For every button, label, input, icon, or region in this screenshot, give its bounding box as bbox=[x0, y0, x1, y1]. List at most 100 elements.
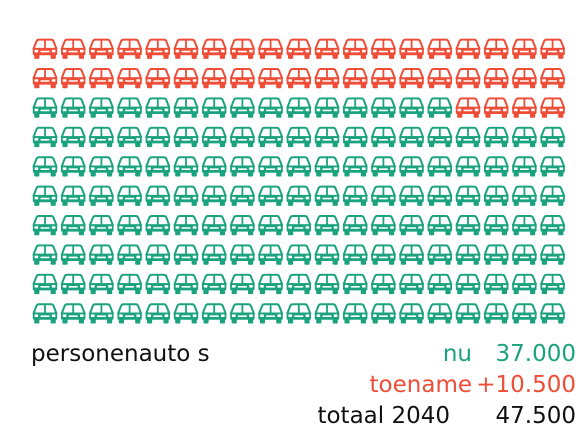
car-icon-current bbox=[483, 303, 510, 324]
car-icon-current bbox=[201, 156, 228, 177]
car-icon-current bbox=[116, 215, 143, 236]
car-icon-current bbox=[455, 215, 481, 236]
car-icon-current bbox=[426, 185, 453, 207]
car-icon-increase bbox=[370, 68, 397, 89]
car-icon-current bbox=[398, 215, 425, 236]
car-icon-current bbox=[539, 273, 566, 295]
car-icon-current bbox=[257, 185, 284, 207]
car-icon-current bbox=[32, 215, 58, 236]
car-icon-current bbox=[116, 273, 143, 295]
car-icon-current bbox=[539, 156, 566, 177]
car-icon-current bbox=[342, 97, 369, 119]
car-icon-current bbox=[455, 303, 481, 324]
car-icon-increase bbox=[173, 38, 199, 60]
car-icon-current bbox=[144, 215, 171, 236]
car-icon-current bbox=[455, 156, 481, 177]
car-icon-increase bbox=[229, 68, 256, 89]
car-icon-current bbox=[229, 244, 256, 266]
car-icon-current bbox=[342, 156, 369, 177]
car-icon-current bbox=[511, 273, 538, 295]
total-label: totaal 2040 bbox=[317, 403, 450, 429]
car-icon-current bbox=[483, 215, 510, 236]
car-icon-current bbox=[257, 273, 284, 295]
car-icon-increase bbox=[398, 68, 425, 89]
car-icon-current bbox=[201, 126, 228, 148]
car-icon-current bbox=[60, 273, 87, 295]
car-icon-current bbox=[60, 303, 87, 324]
car-icon-current bbox=[370, 215, 397, 236]
car-icon-current bbox=[539, 215, 566, 236]
car-icon-current bbox=[116, 244, 143, 266]
car-icon-increase bbox=[144, 38, 171, 60]
car-icon-current bbox=[285, 303, 312, 324]
car-icon-current bbox=[60, 97, 87, 119]
car-icon-increase bbox=[511, 68, 538, 89]
car-icon-increase bbox=[426, 38, 453, 60]
car-icon-current bbox=[455, 126, 481, 148]
car-icon-current bbox=[32, 303, 58, 324]
car-icon-current bbox=[201, 215, 228, 236]
car-icon-current bbox=[314, 273, 340, 295]
car-icon-current bbox=[370, 185, 397, 207]
car-pictogram bbox=[32, 38, 566, 324]
category-label: personenauto s bbox=[31, 341, 210, 367]
car-icon-current bbox=[88, 303, 115, 324]
car-icon-current bbox=[342, 126, 369, 148]
car-icon-increase bbox=[229, 38, 256, 60]
car-icon-current bbox=[285, 156, 312, 177]
car-icon-current bbox=[144, 303, 171, 324]
car-icon-current bbox=[455, 185, 481, 207]
total-value: 47.500 bbox=[495, 403, 576, 429]
car-icon-current bbox=[285, 126, 312, 148]
car-icon-current bbox=[314, 303, 340, 324]
car-icon-current bbox=[88, 156, 115, 177]
car-icon-current bbox=[201, 303, 228, 324]
car-icon-current bbox=[370, 244, 397, 266]
car-icon-current bbox=[60, 244, 87, 266]
car-icon-current bbox=[455, 244, 481, 266]
car-icon-current bbox=[398, 97, 425, 119]
car-icon-current bbox=[314, 185, 340, 207]
car-icon-current bbox=[342, 215, 369, 236]
legend-increase-label: toename bbox=[369, 372, 472, 398]
car-icon-current bbox=[285, 97, 312, 119]
car-icon-current bbox=[201, 244, 228, 266]
car-icon-current bbox=[511, 126, 538, 148]
car-icon-current bbox=[370, 97, 397, 119]
car-icon-current bbox=[426, 273, 453, 295]
car-icon-current bbox=[398, 156, 425, 177]
increase-value: +10.500 bbox=[476, 372, 576, 398]
car-icon-current bbox=[173, 126, 199, 148]
car-icon-current bbox=[201, 97, 228, 119]
car-icon-current bbox=[144, 126, 171, 148]
car-icon-current bbox=[88, 185, 115, 207]
car-icon-increase bbox=[483, 68, 510, 89]
car-icon-increase bbox=[455, 97, 481, 119]
car-icon-current bbox=[229, 303, 256, 324]
car-icon-current bbox=[201, 185, 228, 207]
car-icon-current bbox=[173, 156, 199, 177]
car-icon-current bbox=[257, 244, 284, 266]
car-icon-current bbox=[229, 126, 256, 148]
car-icon-current bbox=[144, 156, 171, 177]
car-icon-current bbox=[257, 97, 284, 119]
car-icon-increase bbox=[511, 38, 538, 60]
car-icon-increase bbox=[285, 38, 312, 60]
car-icon-current bbox=[116, 185, 143, 207]
car-icon-current bbox=[144, 97, 171, 119]
car-icon-increase bbox=[285, 68, 312, 89]
car-icon-current bbox=[60, 156, 87, 177]
car-icon-current bbox=[60, 185, 87, 207]
car-icon-current bbox=[257, 215, 284, 236]
car-icon-current bbox=[342, 303, 369, 324]
car-icon-current bbox=[116, 97, 143, 119]
current-value: 37.000 bbox=[495, 341, 576, 367]
car-icon-increase bbox=[455, 68, 481, 89]
car-icon-increase bbox=[539, 38, 566, 60]
car-icon-current bbox=[32, 244, 58, 266]
car-icon-increase bbox=[257, 38, 284, 60]
car-icon-current bbox=[88, 244, 115, 266]
car-icon-current bbox=[426, 215, 453, 236]
car-icon-current bbox=[342, 244, 369, 266]
